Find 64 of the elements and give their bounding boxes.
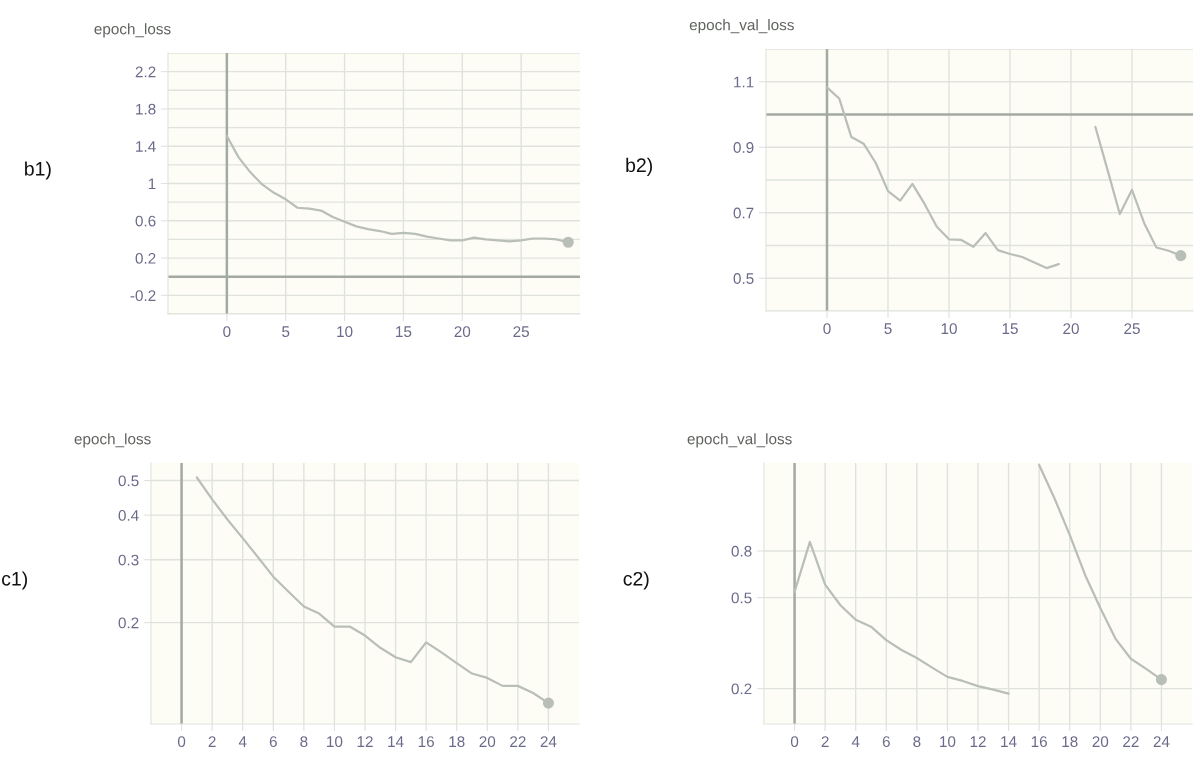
y-tick-label: 1.4	[136, 141, 156, 152]
y-tick-label: -0.2	[130, 290, 156, 302]
x-tick-label: 0	[823, 323, 831, 335]
x-tick-label: 15	[1002, 323, 1018, 335]
x-tick-label: 0	[790, 736, 799, 748]
x-tick-label: 4	[851, 736, 860, 747]
y-tick-label: 0.5	[731, 592, 752, 604]
x-tick-label: 18	[449, 736, 465, 748]
text: c2)	[623, 571, 649, 590]
x-tick-label: 16	[1031, 736, 1047, 748]
x-tick-label: 15	[396, 326, 412, 338]
x-tick-label: 6	[269, 736, 277, 748]
y-tick-label: 0.2	[731, 683, 752, 695]
x-tick-label: 20	[479, 736, 496, 748]
x-tick-label: 5	[884, 323, 892, 335]
x-tick-label: 12	[970, 736, 986, 747]
x-tick-label: 2	[821, 736, 829, 747]
x-tick-label: 4	[238, 736, 247, 747]
y-tick-label: 0.2	[135, 252, 156, 264]
y-tick-label: 1	[148, 178, 156, 190]
x-tick-label: 25	[1124, 323, 1140, 335]
y-tick-label: 0.3	[118, 554, 139, 566]
x-tick-label: 14	[388, 736, 404, 747]
x-tick-label: 6	[882, 736, 890, 748]
chart-title: epoch_val_loss	[687, 433, 792, 448]
x-tick-label: 10	[941, 323, 957, 335]
y-tick-label: 0.8	[731, 545, 752, 557]
y-tick-label: 0.7	[733, 207, 754, 219]
x-tick-label: 14	[1001, 736, 1017, 747]
x-tick-label: 22	[1123, 736, 1139, 747]
x-tick-label: 0	[177, 736, 186, 748]
text: b2)	[626, 157, 652, 176]
x-tick-label: 0	[223, 326, 231, 338]
x-tick-label: 22	[510, 736, 526, 747]
x-tick-label: 2	[208, 736, 216, 747]
x-tick-label: 8	[913, 736, 921, 748]
chart-title: epoch_loss	[74, 433, 151, 448]
y-tick-label: 0.5	[118, 475, 139, 487]
y-tick-label: 0.2	[118, 617, 139, 629]
x-tick-label: 24	[540, 736, 557, 747]
x-tick-label: 20	[1063, 323, 1079, 335]
x-tick-label: 25	[513, 326, 529, 338]
chart-title: epoch_loss	[94, 23, 171, 38]
x-tick-label: 24	[1153, 736, 1170, 747]
y-tick-label: 1.8	[136, 103, 156, 115]
y-tick-label: 0.4	[118, 510, 139, 521]
y-tick-label: 2.2	[135, 66, 156, 78]
y-tick-label: 1.1	[734, 76, 754, 88]
y-tick-label: 0.9	[733, 142, 754, 153]
x-tick-label: 20	[1092, 736, 1109, 748]
x-tick-label: 12	[357, 736, 373, 747]
x-tick-label: 5	[282, 326, 290, 338]
x-tick-label: 18	[1062, 736, 1078, 748]
x-tick-label: 16	[418, 736, 434, 748]
y-tick-label: 0.6	[135, 215, 156, 227]
x-tick-label: 10	[337, 326, 353, 338]
x-tick-label: 20	[454, 326, 471, 338]
x-tick-label: 10	[940, 736, 956, 748]
x-tick-label: 8	[300, 736, 308, 748]
chart-title: epoch_val_loss	[689, 19, 794, 34]
text: c1)	[2, 571, 27, 590]
x-tick-label: 10	[327, 736, 343, 748]
text: b1)	[25, 161, 51, 180]
y-tick-label: 0.5	[733, 273, 754, 284]
